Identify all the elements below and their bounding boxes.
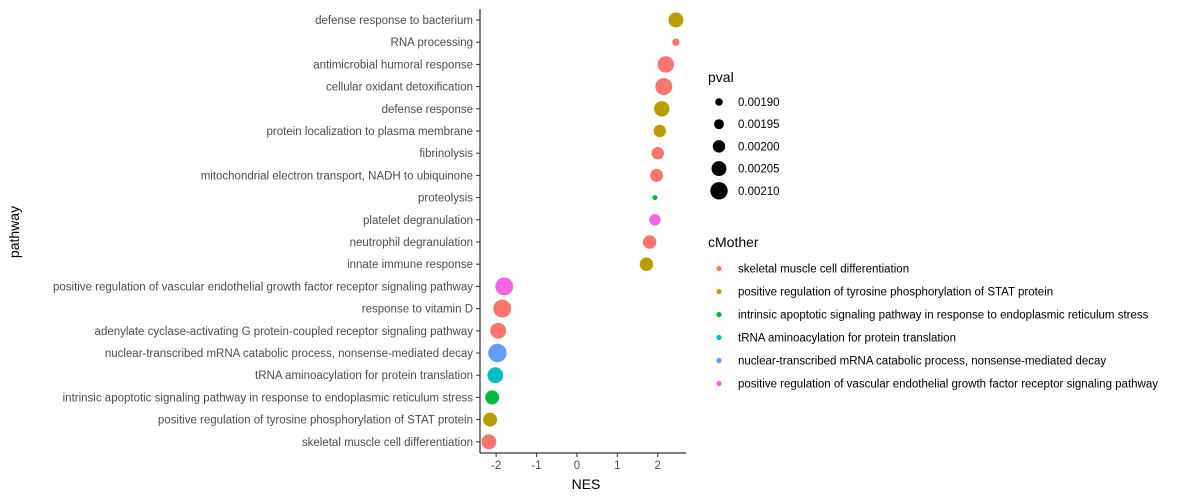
size-legend-label: 0.00200 xyxy=(738,141,780,153)
y-tick-label: cellular oxidant detoxification xyxy=(326,82,473,94)
y-tick-label: adenylate cyclase-activating G protein-c… xyxy=(95,326,474,338)
y-tick-label: neutrophil degranulation xyxy=(350,237,473,249)
color-legend-label: positive regulation of tyrosine phosphor… xyxy=(738,287,1053,299)
color-legend-title: cMother xyxy=(708,234,759,250)
y-tick-label: skeletal muscle cell differentiation xyxy=(302,437,473,449)
color-legend-key xyxy=(716,311,722,318)
data-point xyxy=(668,12,684,28)
data-point xyxy=(487,367,504,384)
y-tick-label: mitochondrial electron transport, NADH t… xyxy=(201,170,473,182)
y-tick-label: nuclear-transcribed mRNA catabolic proce… xyxy=(105,348,473,360)
data-point xyxy=(490,322,507,339)
y-tick-label: intrinsic apoptotic signaling pathway in… xyxy=(63,392,474,404)
data-point xyxy=(657,56,675,73)
size-legend-key xyxy=(711,161,727,177)
x-tick-label: 2 xyxy=(655,460,661,472)
y-tick-label: defense response to bacterium xyxy=(315,15,473,27)
x-tick-label: 0 xyxy=(574,460,580,472)
color-legend-key xyxy=(716,380,722,387)
data-point xyxy=(495,277,514,296)
size-legend-key xyxy=(715,98,723,106)
data-point xyxy=(493,299,512,318)
data-point xyxy=(650,168,663,182)
x-tick-label: -1 xyxy=(531,460,541,472)
y-tick-label: tRNA aminoacylation for protein translat… xyxy=(255,370,473,382)
x-axis: -2 -1 0 1 2 xyxy=(480,452,686,472)
color-legend: cMother skeletal muscle cell differentia… xyxy=(708,234,1158,391)
data-point xyxy=(652,195,658,201)
color-legend-label: positive regulation of vascular endothel… xyxy=(738,379,1158,391)
size-legend-label: 0.00210 xyxy=(738,186,780,198)
data-point xyxy=(649,214,661,226)
size-legend-key xyxy=(712,140,726,153)
color-legend-label: intrinsic apoptotic signaling pathway in… xyxy=(738,310,1149,322)
color-legend-key xyxy=(716,265,722,272)
color-legend-label: tRNA aminoacylation for protein translat… xyxy=(738,333,956,345)
y-tick-label: fibrinolysis xyxy=(419,148,473,160)
plot-area xyxy=(481,12,684,450)
data-point xyxy=(642,235,657,249)
data-point xyxy=(672,38,680,46)
size-legend: pval 0.00190 0.00195 0.00200 0.00205 0.00210 xyxy=(708,69,780,200)
data-point xyxy=(485,390,500,405)
data-point xyxy=(654,101,670,117)
size-legend-label: 0.00205 xyxy=(738,164,780,176)
y-tick-label: protein localization to plasma membrane xyxy=(267,126,473,138)
y-tick-label: proteolysis xyxy=(418,193,473,205)
size-legend-key xyxy=(714,119,724,130)
y-tick-label: positive regulation of tyrosine phosphor… xyxy=(158,415,473,427)
size-legend-label: 0.00195 xyxy=(738,119,780,131)
color-legend-label: skeletal muscle cell differentiation xyxy=(738,264,909,276)
color-legend-key xyxy=(716,334,722,341)
y-tick-label: response to vitamin D xyxy=(362,304,473,316)
data-point xyxy=(483,412,498,427)
data-point xyxy=(488,343,507,363)
data-point xyxy=(481,434,497,450)
y-tick-label: antimicrobial humoral response xyxy=(313,59,473,71)
x-tick-label: 1 xyxy=(614,460,620,472)
color-legend-key xyxy=(716,357,722,364)
data-point xyxy=(651,146,664,160)
y-tick-label: RNA processing xyxy=(391,37,473,49)
y-axis-title: pathway xyxy=(6,206,22,258)
data-point xyxy=(639,257,654,271)
x-axis-title: NES xyxy=(572,476,601,492)
data-point xyxy=(655,78,673,96)
size-legend-title: pval xyxy=(708,69,734,85)
y-tick-label: platelet degranulation xyxy=(363,215,473,227)
y-axis: defense response to bacterium RNA process… xyxy=(53,9,481,453)
y-tick-label: defense response xyxy=(382,104,473,116)
data-point xyxy=(653,124,666,138)
color-legend-key xyxy=(716,288,722,295)
y-tick-label: innate immune response xyxy=(347,259,473,271)
y-tick-label: positive regulation of vascular endothel… xyxy=(53,281,473,293)
x-tick-label: -2 xyxy=(491,460,501,472)
size-legend-key xyxy=(710,182,728,200)
size-legend-label: 0.00190 xyxy=(738,97,780,109)
color-legend-label: nuclear-transcribed mRNA catabolic proce… xyxy=(738,356,1106,368)
